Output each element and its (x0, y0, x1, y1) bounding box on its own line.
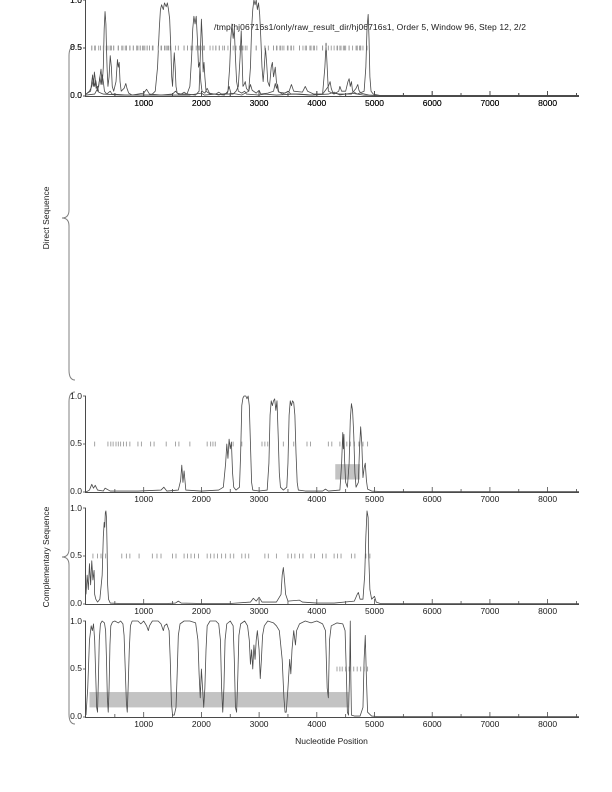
x-tick-label: 7000 (480, 606, 500, 616)
x-tick-label: 8000 (538, 98, 558, 108)
probability-curve (85, 30, 579, 96)
x-tick-label: 1000 (134, 98, 154, 108)
y-axis-ticks (83, 0, 86, 97)
y-axis-ticks (83, 507, 86, 605)
x-tick-label: 1000 (134, 719, 154, 729)
panel-direct-frame-1: 1.0 0.5 0.0 1000 2000 3000 4000 5000 6000 7000 800… (70, 392, 579, 503)
x-tick-label: 2000 (191, 98, 211, 108)
x-tick-label: 6000 (422, 606, 442, 616)
x-tick-label: 2000 (191, 98, 211, 108)
y-tick-label: 0.0 (70, 90, 82, 100)
gene-prediction-boxes (89, 692, 350, 708)
y-axis-ticks (83, 620, 86, 718)
x-tick-label: 8000 (538, 98, 558, 108)
complementary-sequence-label: Complementary Sequence (41, 506, 51, 608)
x-tick-label: 7000 (480, 98, 500, 108)
x-tick-label: 5000 (365, 98, 384, 108)
x-tick-label: 7000 (480, 98, 500, 108)
x-tick-label: 7000 (480, 494, 500, 504)
gene-box (89, 692, 350, 708)
y-tick-label: 0.5 (70, 42, 82, 52)
x-tick-label: 8000 (538, 606, 558, 616)
x-tick-label: 5000 (365, 98, 384, 108)
x-tick-label: 5000 (365, 606, 384, 616)
x-tick-label: 4000 (307, 719, 327, 729)
y-tick-label: 0.5 (70, 42, 82, 52)
x-tick-label: 1000 (134, 98, 154, 108)
x-tick-label: 3000 (249, 98, 269, 108)
y-axis-ticks (83, 395, 86, 493)
x-tick-label: 1000 (134, 606, 154, 616)
x-tick-label: 6000 (422, 98, 442, 108)
x-axis-label: Nucleotide Position (295, 736, 368, 746)
x-tick-label: 4000 (307, 98, 327, 108)
stop-codon-ticks (92, 553, 371, 559)
stop-codon-ticks (94, 441, 369, 447)
stop-codon-ticks (91, 45, 362, 51)
x-tick-label: 3000 (249, 98, 269, 108)
x-tick-label: 4000 (307, 98, 327, 108)
plot-title: /tmp/hj06716s1/only/raw_result_dir/hj067… (213, 22, 527, 32)
x-tick-label: 6000 (422, 494, 442, 504)
probability-curve (85, 620, 579, 717)
y-tick-label: 0.5 (70, 663, 82, 673)
x-tick-label: 2000 (191, 719, 211, 729)
gene-box (335, 464, 361, 480)
x-tick-label: 3000 (249, 494, 269, 504)
y-tick-label: 1.0 (70, 0, 82, 5)
stop-codon-ticks (336, 666, 369, 672)
x-tick-label: 7000 (480, 98, 500, 108)
probability-plot-svg (83, 507, 579, 605)
x-tick-label: 1000 (134, 494, 154, 504)
x-tick-label: 6000 (422, 719, 442, 729)
y-tick-label: 1.0 (70, 0, 82, 5)
y-tick-label: 0.0 (70, 90, 82, 100)
y-tick-label: 1.0 (70, 391, 82, 401)
probability-plot-svg (83, 395, 579, 493)
probability-plot-svg (83, 620, 579, 718)
y-tick-label: 1.0 (70, 616, 82, 626)
x-tick-label: 3000 (249, 606, 269, 616)
x-tick-label: 5000 (365, 98, 384, 108)
y-tick-label: 0.0 (70, 486, 82, 496)
y-tick-label: 0.5 (70, 42, 82, 52)
x-tick-label: 2000 (191, 606, 211, 616)
x-tick-label: 4000 (307, 98, 327, 108)
x-tick-label: 8000 (538, 494, 558, 504)
y-tick-label: 0.0 (70, 90, 82, 100)
gene-prediction-boxes (335, 464, 361, 480)
x-tick-label: 3000 (249, 719, 269, 729)
x-tick-label: 5000 (365, 494, 384, 504)
x-tick-label: 2000 (191, 98, 211, 108)
x-tick-label: 5000 (365, 719, 384, 729)
y-tick-label: 0.5 (70, 438, 82, 448)
panel-complementary-frame-3: 1.0 0.5 0.0 1000 2000 3000 4000 5000 6000 7000 800… (70, 0, 579, 107)
x-tick-label: 3000 (249, 98, 269, 108)
panel-direct-frame-2: 1.0 0.5 0.0 1000 2000 3000 4000 5000 6000 7000 800… (70, 504, 579, 615)
probability-curve (85, 395, 579, 493)
y-tick-label: 0.0 (70, 598, 82, 608)
probability-plot-svg (83, 0, 579, 97)
x-tick-label: 4000 (307, 606, 327, 616)
x-tick-label: 4000 (307, 494, 327, 504)
probability-curve (85, 2, 579, 96)
x-tick-label: 7000 (480, 719, 500, 729)
y-tick-label: 1.0 (70, 0, 82, 5)
x-tick-label: 2000 (191, 494, 211, 504)
y-tick-label: 0.0 (70, 711, 82, 721)
direct-sequence-label: Direct Sequence (41, 186, 51, 250)
y-tick-label: 1.0 (70, 503, 82, 513)
y-tick-label: 0.5 (70, 550, 82, 560)
x-tick-label: 8000 (538, 719, 558, 729)
probability-curve (85, 510, 579, 604)
x-tick-label: 6000 (422, 98, 442, 108)
x-tick-label: 1000 (134, 98, 154, 108)
x-tick-label: 8000 (538, 98, 558, 108)
panel-direct-frame-3: 1.0 0.5 0.0 1000 2000 3000 4000 5000 6000 7000 800… (70, 617, 579, 728)
x-tick-label: 6000 (422, 98, 442, 108)
